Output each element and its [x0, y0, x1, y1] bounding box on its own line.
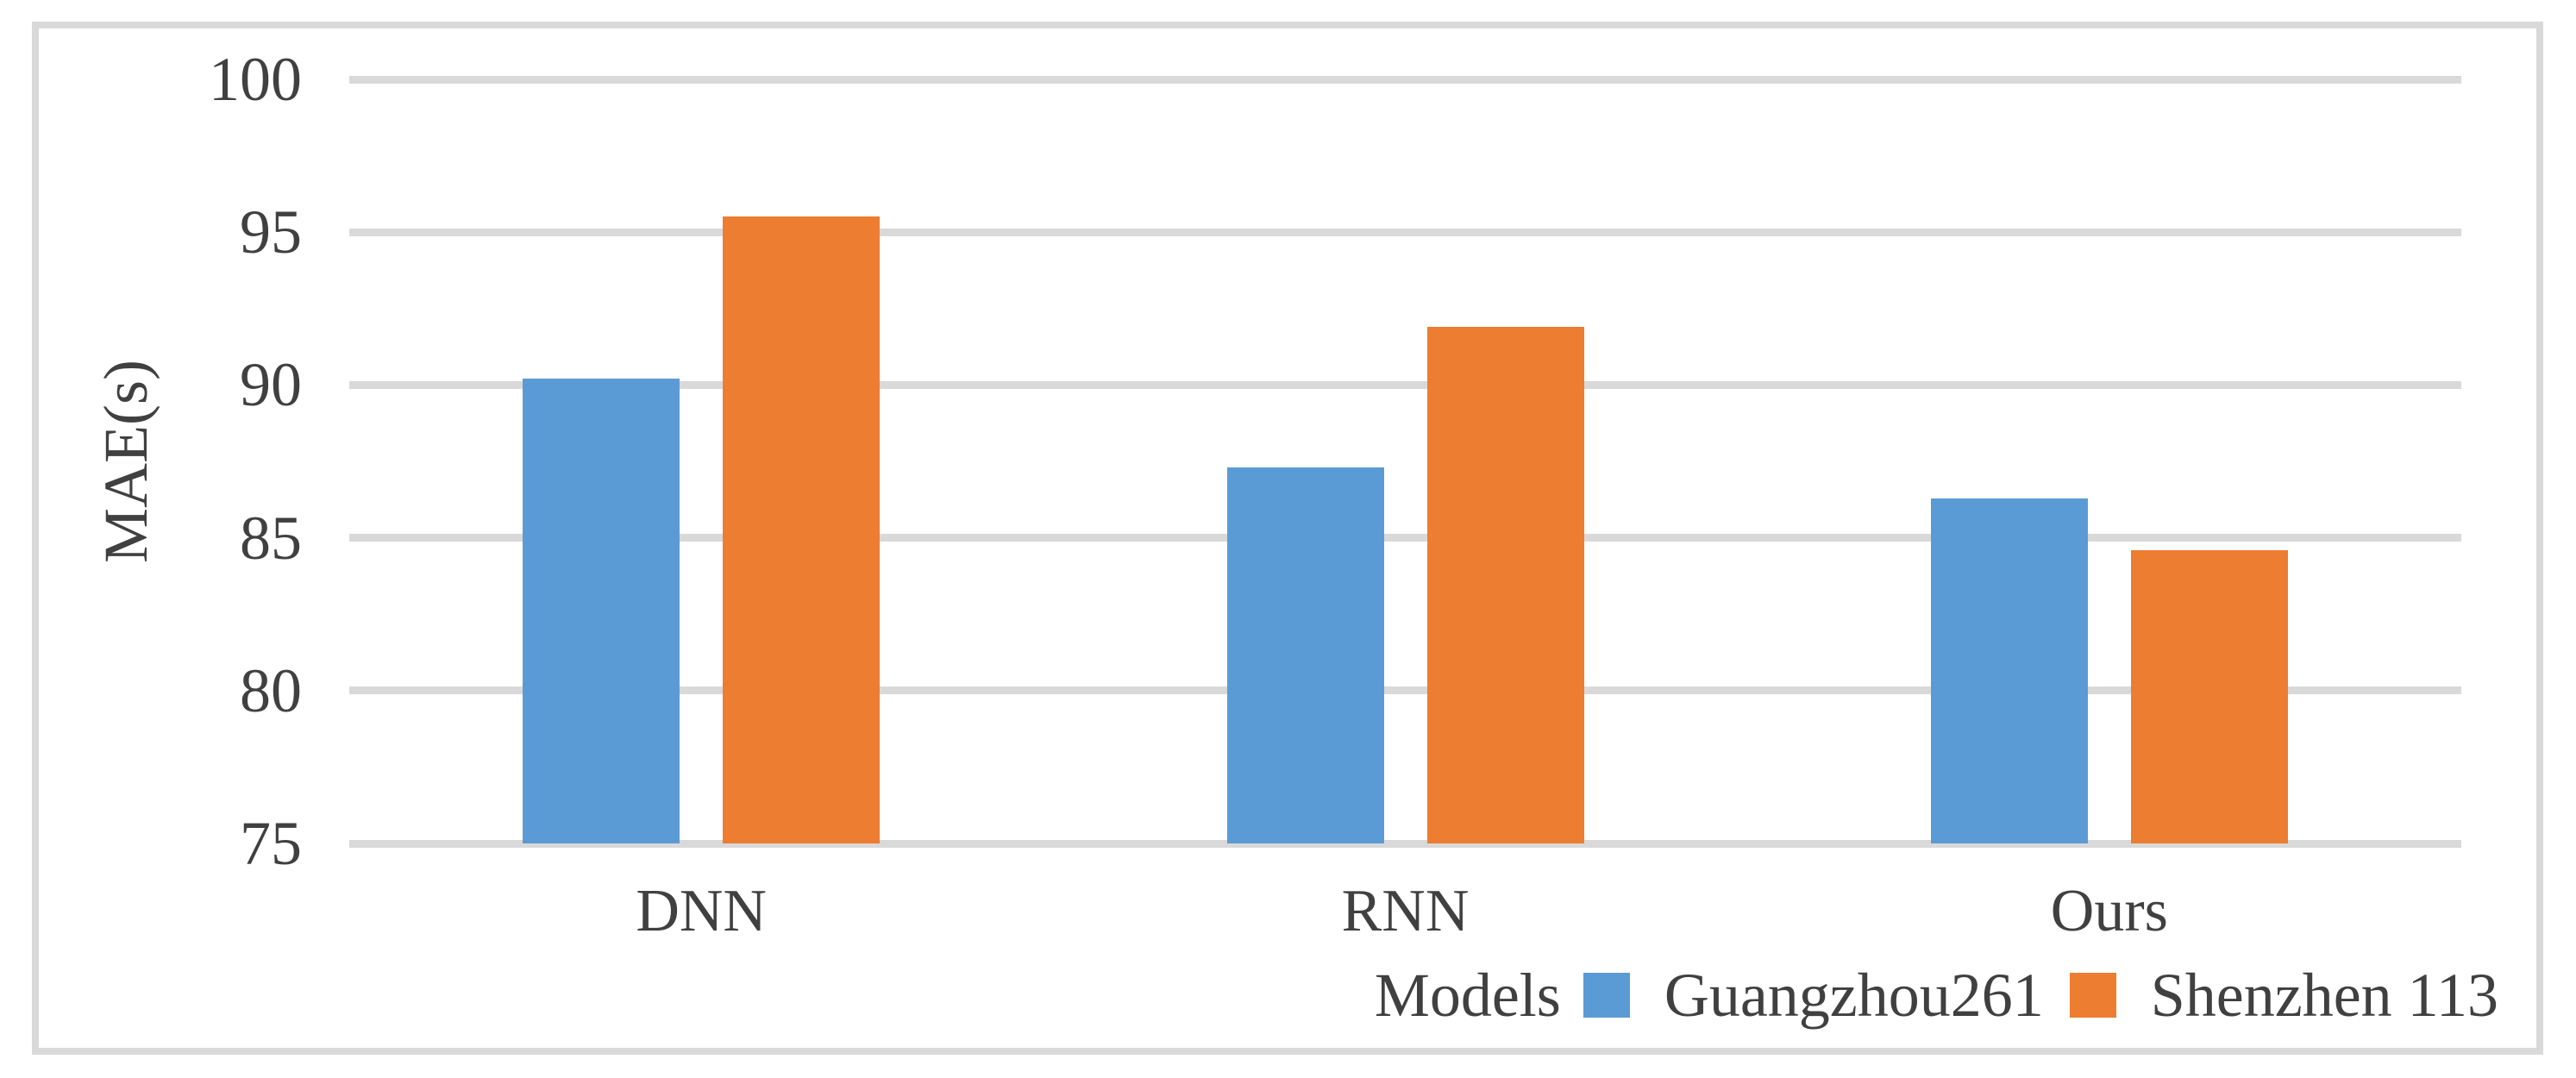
x-axis-title: Models [1374, 960, 1561, 1030]
legend: Models Guangzhou261 Shenzhen 113 [1375, 956, 2498, 1034]
y-tick-label-80: 80 [240, 655, 302, 725]
gridline-y-95 [349, 228, 2461, 236]
y-tick-label-90: 90 [240, 350, 302, 420]
legend-label-shenzhen113: Shenzhen 113 [2150, 960, 2498, 1030]
x-category-label-ours: Ours [2050, 878, 2168, 944]
bar-shenzhen113-rnn [1426, 327, 1584, 843]
y-tick-label-95: 95 [240, 197, 302, 267]
y-tick-label-85: 85 [240, 503, 302, 573]
gridline-y-90 [349, 380, 2461, 389]
bar-shenzhen113-dnn [723, 216, 881, 843]
x-category-label-dnn: DNN [636, 878, 767, 944]
y-tick-label-100: 100 [209, 45, 302, 114]
gridline-y-80 [349, 686, 2461, 695]
gridline-y-100 [349, 75, 2461, 84]
bar-guangzhou261-ours [1930, 498, 2088, 843]
chart-outer-border [32, 22, 2543, 1055]
y-tick-label-75: 75 [240, 809, 302, 878]
legend-swatch-shenzhen113 [2069, 973, 2116, 1018]
legend-label-guangzhou261: Guangzhou261 [1664, 960, 2044, 1030]
gridline-y-75 [349, 839, 2461, 848]
bar-guangzhou261-rnn [1226, 467, 1384, 843]
bar-guangzhou261-dnn [523, 379, 680, 843]
bar-shenzhen113-ours [2130, 549, 2288, 843]
legend-swatch-guangzhou261 [1583, 973, 1630, 1018]
x-category-label-rnn: RNN [1341, 878, 1470, 944]
plot-area [349, 75, 2461, 848]
gridline-y-85 [349, 534, 2461, 542]
